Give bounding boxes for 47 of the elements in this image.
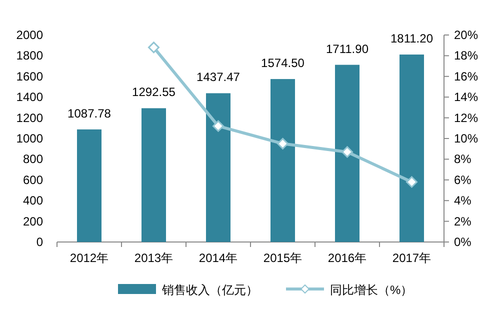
x-tick-label: 2013年 bbox=[134, 251, 174, 265]
y2-tick-label: 14% bbox=[454, 90, 478, 104]
y2-tick-label: 2% bbox=[454, 214, 472, 228]
y-tick-label: 1200 bbox=[16, 110, 44, 125]
y-tick-label: 2000 bbox=[16, 28, 44, 42]
data-label: 1087.78 bbox=[68, 106, 112, 120]
y-tick-label: 800 bbox=[22, 152, 44, 166]
data-label: 1811.20 bbox=[390, 32, 434, 46]
legend-label: 销售收入（亿元） bbox=[161, 283, 258, 297]
y2-tick-label: 12% bbox=[454, 110, 478, 125]
legend-label: 同比增长（%） bbox=[330, 283, 413, 297]
bar bbox=[334, 64, 360, 242]
y-tick-label: 400 bbox=[22, 194, 44, 208]
bar bbox=[76, 129, 102, 242]
y2-tick-label: 0% bbox=[454, 235, 472, 249]
point bbox=[148, 42, 160, 54]
y-tick-label: 0 bbox=[36, 235, 44, 249]
point bbox=[277, 138, 288, 150]
y-tick-label: 600 bbox=[22, 172, 44, 187]
x-tick-label: 2012年 bbox=[70, 251, 109, 265]
bar bbox=[141, 108, 166, 242]
y-tick-label: 1400 bbox=[16, 90, 44, 104]
y-tick-label: 1800 bbox=[16, 48, 44, 63]
x-tick-label: 2014年 bbox=[198, 251, 238, 265]
point bbox=[342, 146, 353, 158]
y-tick-label: 1600 bbox=[16, 69, 44, 84]
y2-tick-label: 8% bbox=[454, 152, 472, 166]
y2-tick-label: 18% bbox=[454, 48, 478, 63]
data-label: 1711.90 bbox=[326, 42, 369, 56]
data-label: 1574.50 bbox=[261, 56, 305, 70]
y2-tick-label: 10% bbox=[454, 132, 478, 146]
x-tick-label: 2016年 bbox=[328, 251, 367, 265]
bar bbox=[399, 54, 424, 242]
data-label: 1292.55 bbox=[132, 85, 176, 100]
y2-tick-label: 6% bbox=[454, 172, 472, 187]
x-tick-label: 2017年 bbox=[392, 251, 432, 265]
y2-tick-label: 20% bbox=[454, 28, 478, 42]
data-label: 1437.47 bbox=[196, 70, 240, 84]
point bbox=[212, 120, 224, 132]
bar bbox=[270, 79, 296, 242]
x-tick-label: 2015年 bbox=[263, 251, 302, 265]
y-tick-label: 200 bbox=[22, 214, 44, 228]
y2-tick-label: 16% bbox=[454, 69, 478, 84]
y-tick-label: 1000 bbox=[16, 132, 44, 146]
y2-tick-label: 4% bbox=[454, 194, 472, 208]
bar bbox=[206, 93, 231, 242]
point bbox=[406, 176, 418, 188]
